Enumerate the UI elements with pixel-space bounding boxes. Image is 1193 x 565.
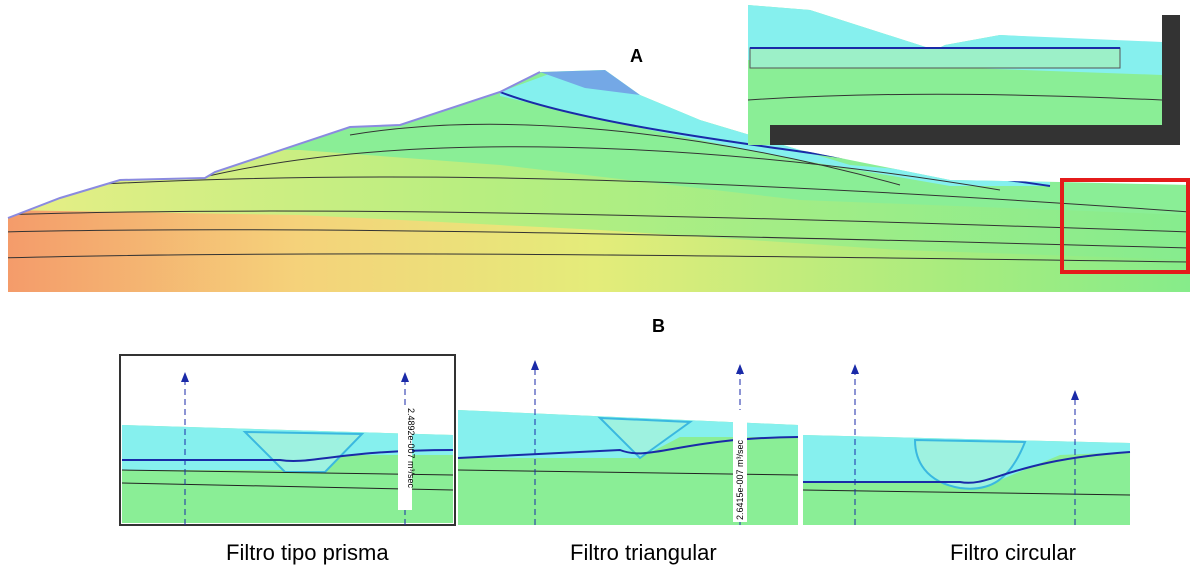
- filter-panel: 2.6415e-007 m³/sec: [458, 345, 798, 525]
- figure: A B 2.4892e-007 m³/sec 2.6415e-007 m³/se…: [0, 0, 1193, 565]
- flux-label: 2.4892e-007 m³/sec: [406, 408, 416, 489]
- flux-label: 2.6415e-007 m³/sec: [735, 439, 745, 520]
- caption: Filtro triangular: [570, 540, 717, 565]
- caption: Filtro tipo prisma: [226, 540, 389, 565]
- panel-label: B: [652, 316, 665, 336]
- filter-panel: 2.4892e-007 m³/sec: [120, 355, 455, 525]
- filter-panel: [803, 350, 1130, 525]
- inset: [748, 5, 1180, 145]
- caption: Filtro circular: [950, 540, 1076, 565]
- panel-label: A: [630, 46, 643, 66]
